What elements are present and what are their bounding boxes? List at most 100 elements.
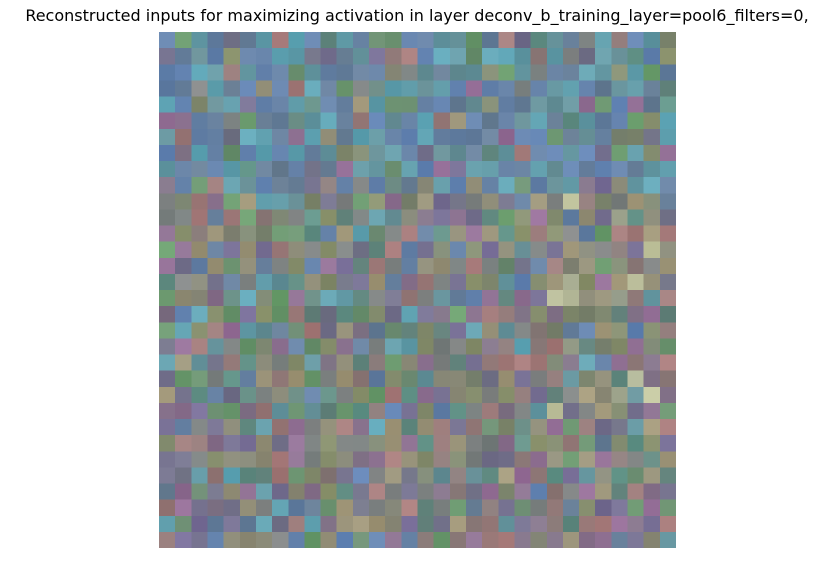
mosaic-pixel	[611, 515, 629, 533]
mosaic-pixel	[159, 241, 176, 259]
mosaic-pixel	[239, 419, 257, 436]
mosaic-pixel	[352, 338, 370, 356]
mosaic-pixel	[465, 209, 483, 227]
mosaic-pixel	[207, 467, 225, 485]
mosaic-pixel	[498, 386, 516, 404]
mosaic-pixel	[239, 241, 257, 259]
mosaic-pixel	[336, 273, 354, 291]
mosaic-pixel	[255, 161, 273, 178]
mosaic-pixel	[223, 419, 241, 436]
mosaic-pixel	[465, 96, 483, 114]
mosaic-pixel	[320, 64, 338, 81]
mosaic-pixel	[514, 322, 532, 339]
mosaic-pixel	[417, 144, 435, 162]
mosaic-pixel	[304, 225, 322, 243]
mosaic-pixel	[482, 419, 499, 436]
mosaic-pixel	[627, 386, 645, 404]
mosaic-pixel	[191, 144, 209, 162]
mosaic-pixel	[611, 80, 629, 98]
mosaic-pixel	[239, 306, 257, 323]
mosaic-pixel	[159, 435, 176, 452]
mosaic-pixel	[595, 161, 612, 178]
mosaic-pixel	[159, 306, 176, 323]
mosaic-pixel	[272, 112, 289, 130]
mosaic-pixel	[562, 306, 580, 323]
mosaic-pixel	[385, 354, 402, 372]
mosaic-pixel	[385, 225, 402, 243]
mosaic-pixel	[159, 225, 176, 243]
mosaic-pixel	[546, 209, 564, 227]
mosaic-pixel	[417, 338, 435, 356]
mosaic-pixel	[579, 112, 596, 130]
mosaic-pixel	[449, 96, 467, 114]
mosaic-pixel	[191, 338, 209, 356]
mosaic-pixel	[272, 354, 289, 372]
mosaic-pixel	[385, 402, 402, 420]
mosaic-pixel	[401, 419, 419, 436]
mosaic-pixel	[627, 338, 645, 356]
mosaic-pixel	[643, 515, 661, 533]
mosaic-pixel	[320, 515, 338, 533]
mosaic-pixel	[449, 354, 467, 372]
mosaic-pixel	[223, 354, 241, 372]
mosaic-pixel	[595, 80, 612, 98]
mosaic-pixel	[369, 354, 386, 372]
mosaic-pixel	[385, 241, 402, 259]
mosaic-pixel	[159, 32, 176, 49]
mosaic-pixel	[659, 338, 676, 356]
mosaic-pixel	[191, 112, 209, 130]
mosaic-pixel	[433, 257, 451, 275]
mosaic-pixel	[320, 451, 338, 468]
mosaic-pixel	[482, 128, 499, 146]
mosaic-pixel	[336, 177, 354, 194]
mosaic-pixel	[385, 64, 402, 81]
mosaic-pixel	[288, 338, 306, 356]
mosaic-pixel	[659, 483, 676, 501]
mosaic-pixel	[159, 48, 176, 65]
mosaic-pixel	[239, 112, 257, 130]
mosaic-pixel	[159, 290, 176, 307]
mosaic-pixel	[191, 48, 209, 65]
mosaic-pixel	[546, 467, 564, 485]
mosaic-pixel	[514, 48, 532, 65]
mosaic-pixel	[207, 225, 225, 243]
mosaic-pixel	[401, 483, 419, 501]
mosaic-pixel	[643, 370, 661, 388]
mosaic-pixel	[159, 386, 176, 404]
mosaic-pixel	[530, 161, 548, 178]
mosaic-pixel	[288, 64, 306, 81]
mosaic-pixel	[449, 451, 467, 468]
mosaic-pixel	[239, 322, 257, 339]
mosaic-pixel	[627, 402, 645, 420]
mosaic-pixel	[336, 419, 354, 436]
mosaic-pixel	[417, 273, 435, 291]
mosaic-pixel	[159, 467, 176, 485]
mosaic-pixel	[159, 273, 176, 291]
mosaic-pixel	[385, 338, 402, 356]
mosaic-pixel	[433, 80, 451, 98]
mosaic-pixel	[498, 80, 516, 98]
mosaic-pixel	[401, 257, 419, 275]
mosaic-pixel	[352, 80, 370, 98]
mosaic-pixel	[530, 419, 548, 436]
mosaic-pixel	[627, 467, 645, 485]
mosaic-pixel	[272, 225, 289, 243]
mosaic-pixel	[175, 209, 192, 227]
mosaic-pixel	[659, 370, 676, 388]
mosaic-pixel	[595, 515, 612, 533]
mosaic-pixel	[272, 451, 289, 468]
mosaic-pixel	[579, 354, 596, 372]
mosaic-pixel	[320, 435, 338, 452]
mosaic-pixel	[272, 48, 289, 65]
mosaic-pixel	[417, 80, 435, 98]
mosaic-pixel	[320, 370, 338, 388]
mosaic-pixel	[562, 402, 580, 420]
mosaic-pixel	[175, 161, 192, 178]
mosaic-pixel	[514, 128, 532, 146]
mosaic-pixel	[514, 338, 532, 356]
mosaic-pixel	[223, 209, 241, 227]
mosaic-pixel	[207, 193, 225, 210]
mosaic-pixel	[288, 193, 306, 210]
mosaic-pixel	[498, 467, 516, 485]
mosaic-pixel	[643, 467, 661, 485]
